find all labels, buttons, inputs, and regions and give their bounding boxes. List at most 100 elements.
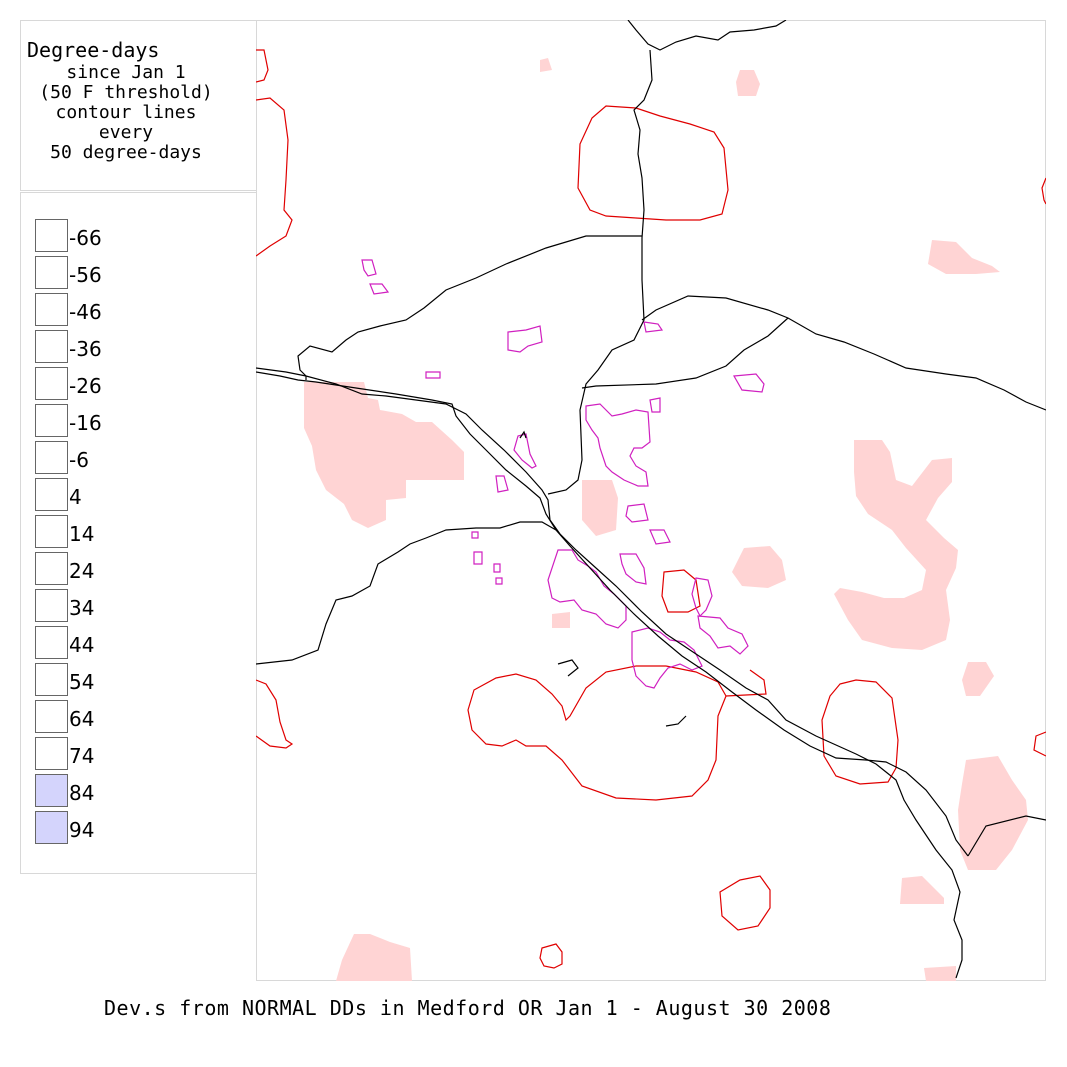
legend-line-5: 50 degree-days <box>50 142 202 163</box>
urban-area <box>547 549 627 629</box>
legend-swatch <box>35 478 68 511</box>
shade-area <box>732 546 786 588</box>
urban-areas <box>361 259 765 689</box>
legend-line-3: contour lines <box>55 102 197 123</box>
legend-scale-row: 84 <box>35 774 235 810</box>
legend-scale-row: -56 <box>35 256 235 292</box>
legend-swatch <box>35 552 68 585</box>
urban-area <box>733 373 765 393</box>
legend-scale-row: -26 <box>35 367 235 403</box>
contour-line <box>539 943 563 969</box>
legend-swatch <box>35 293 68 326</box>
legend-scale-label: 74 <box>69 744 95 768</box>
urban-area <box>691 577 713 618</box>
shade-area <box>304 382 464 528</box>
legend-swatch <box>35 256 68 289</box>
shade-area <box>958 756 1028 870</box>
legend-scale-row: 24 <box>35 552 235 588</box>
urban-area <box>495 475 509 493</box>
roads <box>256 20 1046 979</box>
road <box>547 49 653 495</box>
road <box>627 20 787 51</box>
shade-area <box>582 480 618 536</box>
legend-scale-label: -6 <box>69 448 89 472</box>
legend-title: Degree-days <box>27 38 160 62</box>
legend-scale-label: -26 <box>69 374 102 398</box>
legend-scale-row: -46 <box>35 293 235 329</box>
shade-area <box>552 612 570 628</box>
legend-swatch <box>35 367 68 400</box>
map-frame <box>256 20 1046 981</box>
contour-line <box>256 49 269 83</box>
road <box>256 521 557 665</box>
urban-area <box>513 433 537 469</box>
road <box>297 235 642 380</box>
legend-line-2: (50 F threshold) <box>39 82 213 103</box>
urban-area <box>585 403 651 487</box>
urban-area <box>697 615 749 655</box>
legend-swatch <box>35 811 68 844</box>
legend-scale-panel: -66 -56 -46 -36 -26 -16 -6 4 14 24 34 44 54 64 74 84 94 <box>20 192 257 874</box>
urban-area <box>369 283 390 295</box>
legend-scale-label: 54 <box>69 670 95 694</box>
legend-swatch <box>35 515 68 548</box>
legend-swatch <box>35 774 68 807</box>
contour-line <box>661 569 701 613</box>
urban-area <box>643 321 664 333</box>
contour-line <box>256 97 293 257</box>
legend-scale-row: -16 <box>35 404 235 440</box>
urban-area <box>631 627 703 689</box>
legend-title-panel: Degree-days since Jan 1 (50 F threshold)… <box>20 20 256 191</box>
legend-swatch <box>35 626 68 659</box>
road <box>256 371 969 857</box>
urban-area <box>619 553 647 585</box>
legend-swatch <box>35 700 68 733</box>
contour-line <box>256 679 294 749</box>
legend-scale-label: 44 <box>69 633 95 657</box>
urban-area <box>361 259 377 277</box>
legend-scale-row: 4 <box>35 478 235 514</box>
legend-scale-label: -46 <box>69 300 102 324</box>
legend-swatch <box>35 330 68 363</box>
legend-scale-row: 74 <box>35 737 235 773</box>
legend-scale-label: 34 <box>69 596 95 620</box>
legend-swatch <box>35 219 68 252</box>
legend-scale-label: -16 <box>69 411 102 435</box>
shade-area <box>924 966 956 981</box>
contour-line <box>467 665 727 801</box>
legend-scale-row: 54 <box>35 663 235 699</box>
legend-swatch <box>35 589 68 622</box>
legend-scale-label: 24 <box>69 559 95 583</box>
legend-scale-row: 44 <box>35 626 235 662</box>
urban-area <box>495 577 503 585</box>
contour-line <box>1041 177 1046 205</box>
road <box>519 430 527 439</box>
urban-area <box>625 503 649 523</box>
legend-scale-row: 34 <box>35 589 235 625</box>
urban-area <box>473 551 483 565</box>
road <box>665 715 687 727</box>
shade-area <box>834 440 958 650</box>
legend-swatch <box>35 663 68 696</box>
legend-scale-row: -6 <box>35 441 235 477</box>
contour-line <box>725 669 767 697</box>
road <box>557 659 579 677</box>
road <box>967 815 1046 857</box>
legend-scale-row: 14 <box>35 515 235 551</box>
legend-swatch <box>35 404 68 437</box>
map-caption: Dev.s from NORMAL DDs in Medford OR Jan … <box>104 996 832 1020</box>
legend-line-1: since Jan 1 <box>66 62 186 83</box>
legend-scale-label: 64 <box>69 707 95 731</box>
legend-scale-label: 84 <box>69 781 95 805</box>
legend-line-4: every <box>98 122 154 143</box>
urban-area <box>493 563 501 573</box>
road <box>581 317 789 389</box>
legend-scale-row: -36 <box>35 330 235 366</box>
legend-scale-label: 94 <box>69 818 95 842</box>
shaded-areas <box>304 58 1028 981</box>
legend-scale-row: -66 <box>35 219 235 255</box>
urban-area <box>649 529 671 545</box>
legend-scale-row: 64 <box>35 700 235 736</box>
shade-area <box>962 662 994 696</box>
road <box>641 295 1046 411</box>
